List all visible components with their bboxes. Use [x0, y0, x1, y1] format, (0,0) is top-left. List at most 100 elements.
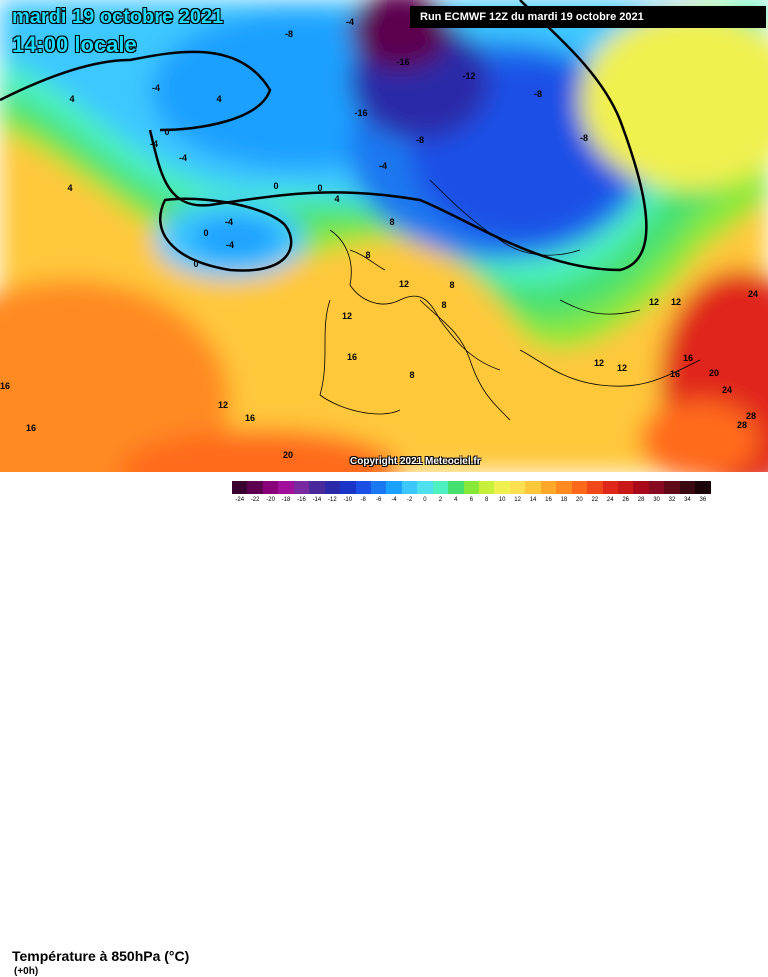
- isotherm-label: 8: [409, 370, 415, 380]
- isotherm-label: -8: [415, 135, 425, 145]
- map-field: [0, 0, 768, 472]
- isotherm-label: -8: [533, 89, 543, 99]
- scale-value: 14: [529, 497, 537, 503]
- scale-value: -18: [281, 497, 291, 503]
- scale-swatch: [432, 481, 449, 494]
- isotherm-label: 24: [747, 289, 759, 299]
- scale-swatch: [386, 481, 402, 494]
- scale-swatch: [262, 481, 279, 494]
- isotherm-label: 8: [441, 300, 447, 310]
- isotherm-label: 16: [244, 413, 256, 423]
- scale-value: -10: [343, 497, 353, 503]
- scale-swatch: [401, 481, 418, 494]
- color-scale-labels: -24 -22 -20 -18 -16 -14 -12 -10 -8 -6 -4 -2 0 2 4 6 8 10 1…: [232, 497, 711, 503]
- scale-swatch: [340, 481, 356, 494]
- scale-value: -20: [266, 497, 275, 503]
- scale-swatch: [417, 481, 433, 494]
- scale-swatch: [509, 481, 526, 494]
- isotherm-label: 0: [193, 259, 199, 269]
- scale-value: 22: [591, 497, 599, 503]
- temperature-map: [0, 0, 768, 472]
- isotherm-label: 16: [346, 352, 358, 362]
- freezing-isotherm: [0, 0, 648, 272]
- isotherm-label: -16: [396, 57, 410, 67]
- isotherm-label: -4: [224, 217, 234, 227]
- isotherm-label: -12: [462, 71, 476, 81]
- isotherm-label: 12: [616, 363, 628, 373]
- isotherm-label: 28: [736, 420, 748, 430]
- scale-value: -12: [328, 497, 337, 503]
- scale-swatch: [648, 481, 665, 494]
- isotherm-label: 4: [69, 94, 75, 104]
- scale-value: 34: [684, 497, 691, 503]
- isotherm-label: 16: [0, 381, 11, 391]
- scale-swatch: [540, 481, 557, 494]
- forecast-time: 14:00 locale: [12, 32, 137, 57]
- scale-value: -2: [406, 497, 413, 503]
- scale-value: 8: [485, 497, 489, 503]
- scale-value: 20: [576, 497, 583, 503]
- scale-swatch: [448, 481, 464, 494]
- scale-value: 10: [498, 497, 506, 503]
- forecast-date: mardi 19 octobre 2021: [12, 6, 224, 28]
- isotherm-label: 0: [317, 183, 323, 193]
- scale-value: 2: [438, 497, 443, 503]
- isotherm-label: 16: [682, 353, 694, 363]
- scale-swatch: [247, 481, 263, 494]
- scale-value: -24: [235, 497, 245, 503]
- scale-swatch: [463, 481, 479, 494]
- scale-value: 26: [622, 497, 629, 503]
- isotherm-label: 28: [745, 411, 757, 421]
- isotherm-label: -16: [354, 108, 368, 118]
- isotherm-label: 20: [282, 450, 294, 460]
- scale-swatch: [278, 481, 294, 494]
- isotherm-label: 16: [669, 369, 681, 379]
- scale-swatch: [664, 481, 680, 494]
- isotherm-label: -8: [579, 133, 589, 143]
- isotherm-label: -4: [151, 83, 161, 93]
- scale-value: 6: [469, 497, 473, 503]
- scale-swatch: [309, 481, 325, 494]
- isotherm-label: 24: [721, 385, 733, 395]
- isotherm-label: 0: [273, 181, 279, 191]
- isotherm-label: 12: [398, 279, 410, 289]
- coastlines: [319, 179, 701, 421]
- scale-swatch: [679, 481, 696, 494]
- copyright-notice: Copyright 2021 Meteociel.fr: [350, 456, 481, 467]
- scale-value: 18: [560, 497, 568, 503]
- scale-swatch: [556, 481, 572, 494]
- scale-swatch: [633, 481, 649, 494]
- model-run-banner: Run ECMWF 12Z du mardi 19 octobre 2021: [410, 6, 766, 28]
- isotherm-label: 0: [164, 127, 170, 137]
- legend-title: Température à 850hPa (°C): [12, 948, 190, 964]
- isotherm-label: 12: [648, 297, 660, 307]
- isotherm-label: 8: [365, 250, 371, 260]
- color-scale: [232, 481, 711, 494]
- scale-value: 36: [699, 497, 707, 503]
- scale-swatch: [494, 481, 510, 494]
- isotherm-label: 12: [670, 297, 682, 307]
- isotherm-label: 12: [341, 311, 353, 321]
- scale-swatch: [602, 481, 618, 494]
- isotherm-label: -4: [178, 153, 188, 163]
- scale-value: 28: [637, 497, 645, 503]
- scale-value: -4: [391, 497, 397, 503]
- isotherm-label: 12: [593, 358, 605, 368]
- scale-swatch: [695, 481, 711, 494]
- scale-swatch: [232, 481, 248, 494]
- isotherm-label: 20: [708, 368, 720, 378]
- scale-value: -14: [312, 497, 322, 503]
- isotherm-label: -4: [378, 161, 388, 171]
- isotherm-label: -4: [149, 139, 159, 149]
- scale-swatch: [324, 481, 341, 494]
- scale-value: 0: [423, 497, 427, 503]
- isotherm-label: 4: [334, 194, 340, 204]
- scale-value: -8: [360, 497, 366, 503]
- temperature-field: [0, 0, 768, 472]
- scale-value: 30: [653, 497, 660, 503]
- isotherm-label: 8: [389, 217, 395, 227]
- isotherm-label: -4: [225, 240, 235, 250]
- scale-value: -22: [250, 497, 260, 503]
- isotherm-label: 0: [203, 228, 209, 238]
- scale-swatch: [587, 481, 603, 494]
